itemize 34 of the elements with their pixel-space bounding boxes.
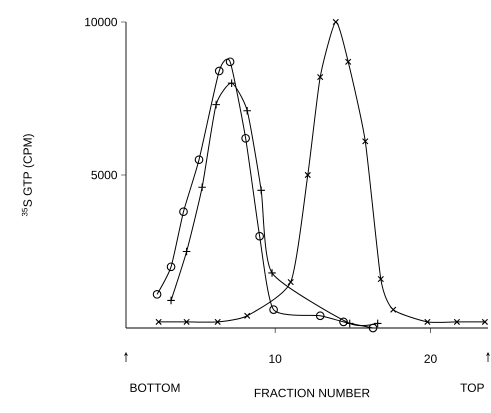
point bbox=[194, 155, 204, 164]
point bbox=[378, 276, 384, 282]
x-tick-label: 10 bbox=[269, 354, 282, 363]
point bbox=[287, 278, 294, 286]
point bbox=[454, 318, 460, 326]
text: TOP bbox=[460, 384, 484, 392]
point bbox=[241, 134, 250, 143]
point bbox=[244, 312, 250, 319]
y-axis-title: $^{35}$S GTP (CPM) bbox=[22, 134, 34, 216]
point bbox=[214, 318, 221, 326]
point bbox=[268, 268, 276, 278]
x-tick-label: 20 bbox=[424, 354, 437, 363]
point bbox=[269, 305, 278, 314]
point bbox=[316, 311, 325, 320]
point bbox=[214, 66, 224, 76]
point bbox=[155, 318, 162, 326]
point bbox=[332, 18, 339, 26]
x-axis-title: FRACTION NUMBER bbox=[254, 388, 370, 398]
point bbox=[424, 318, 431, 326]
point bbox=[304, 172, 312, 178]
point bbox=[362, 138, 368, 145]
point bbox=[226, 57, 234, 66]
text: BOTTOM bbox=[130, 384, 180, 392]
point bbox=[344, 58, 352, 66]
point bbox=[152, 290, 162, 299]
point bbox=[482, 318, 488, 326]
point bbox=[179, 207, 188, 216]
point bbox=[390, 306, 396, 313]
y-tick-label: 5000 bbox=[91, 170, 118, 180]
point bbox=[183, 318, 190, 326]
point bbox=[316, 74, 324, 80]
point bbox=[166, 262, 176, 272]
point bbox=[255, 232, 264, 241]
y-tick-label: 10000 bbox=[85, 18, 118, 26]
